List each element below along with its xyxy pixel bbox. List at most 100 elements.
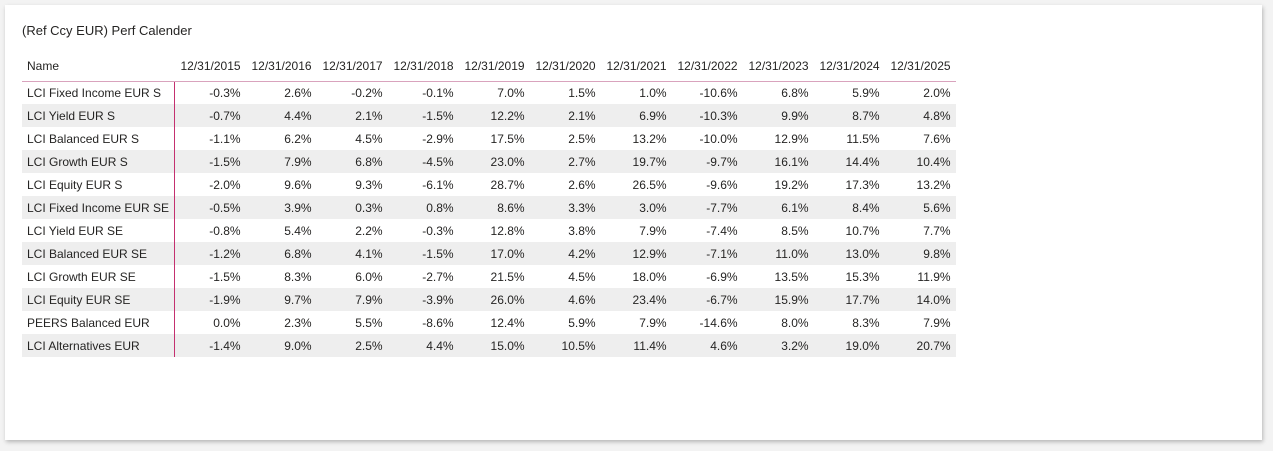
- cell-value: -0.1%: [422, 85, 454, 100]
- cell-value: 12.2%: [458, 104, 530, 127]
- cell-value: 7.9%: [316, 288, 388, 311]
- cell-value: -6.9%: [706, 269, 738, 284]
- cell-value: -10.0%: [699, 131, 738, 146]
- cell-value: 10.7%: [845, 223, 880, 238]
- cell-value: 7.9%: [639, 223, 667, 238]
- column-header: 12/31/2016: [245, 51, 317, 82]
- cell-value: -6.1%: [422, 177, 454, 192]
- cell-value: 7.0%: [497, 85, 525, 100]
- cell-value: 19.2%: [774, 177, 809, 192]
- cell-value: 4.8%: [884, 104, 956, 127]
- cell-value: -7.7%: [671, 196, 743, 219]
- column-header: 12/31/2024: [813, 51, 885, 82]
- table-row: LCI Yield EUR S -0.7% 4.4% 2.1% -1.5% 12.2% 2.…: [22, 104, 956, 127]
- cell-value: 4.6%: [671, 334, 743, 357]
- cell-value: 26.5%: [632, 177, 667, 192]
- cell-value: 2.0%: [923, 85, 951, 100]
- row-name: LCI Growth EUR S: [22, 150, 176, 173]
- cell-value: -1.5%: [174, 150, 246, 173]
- cell-value: 10.5%: [529, 334, 601, 357]
- table-row: LCI Balanced EUR SE -1.2% 6.8% 4.1% -1.5% 17.…: [22, 242, 956, 265]
- cell-value: 4.4%: [245, 104, 317, 127]
- cell-value: -10.3%: [671, 104, 743, 127]
- cell-value: 17.5%: [490, 131, 525, 146]
- cell-value: 8.6%: [458, 196, 530, 219]
- cell-value: 9.6%: [284, 177, 312, 192]
- column-header: 12/31/2022: [671, 51, 743, 82]
- cell-value: 7.7%: [923, 223, 951, 238]
- cell-value: 7.9%: [923, 315, 951, 330]
- visual-title: (Ref Ccy EUR) Perf Calender: [22, 23, 192, 38]
- cell-value: 9.0%: [245, 334, 317, 357]
- cell-value: 23.4%: [600, 288, 672, 311]
- cell-value: 3.0%: [600, 196, 672, 219]
- column-header: 12/31/2017: [316, 51, 388, 82]
- cell-value: 2.5%: [316, 334, 388, 357]
- cell-value: -10.6%: [699, 85, 738, 100]
- table-row: LCI Alternatives EUR -1.4% 9.0% 2.5% 4.4% 15.…: [22, 334, 956, 357]
- table-row: LCI Equity EUR S -2.0% 9.6% 9.3% -6.1% 28.7% 2…: [22, 173, 956, 196]
- cell-value: 6.2%: [284, 131, 312, 146]
- row-name: LCI Fixed Income EUR S: [22, 81, 176, 104]
- cell-value: 5.5%: [355, 315, 383, 330]
- cell-value: 2.1%: [529, 104, 601, 127]
- cell-value: 20.7%: [884, 334, 956, 357]
- cell-value: 13.2%: [632, 131, 667, 146]
- cell-value: 11.4%: [600, 334, 672, 357]
- cell-value: 0.3%: [316, 196, 388, 219]
- cell-value: 8.3%: [284, 269, 312, 284]
- cell-value: -7.1%: [671, 242, 743, 265]
- cell-value: 0.0%: [213, 315, 241, 330]
- row-name: LCI Balanced EUR SE: [22, 242, 176, 265]
- cell-value: 15.3%: [845, 269, 880, 284]
- cell-value: 2.2%: [355, 223, 383, 238]
- cell-value: 2.7%: [529, 150, 601, 173]
- cell-value: 6.1%: [742, 196, 814, 219]
- cell-value: -0.5%: [174, 196, 246, 219]
- cell-value: 3.8%: [568, 223, 596, 238]
- row-name: LCI Balanced EUR S: [22, 127, 176, 150]
- cell-value: 11.0%: [742, 242, 814, 265]
- cell-value: 12.4%: [490, 315, 525, 330]
- cell-value: -1.4%: [174, 334, 246, 357]
- cell-value: 14.0%: [884, 288, 956, 311]
- cell-value: -6.7%: [671, 288, 743, 311]
- cell-value: -0.2%: [351, 85, 383, 100]
- cell-value: 1.0%: [639, 85, 667, 100]
- cell-value: -2.9%: [422, 131, 454, 146]
- table-row: LCI Fixed Income EUR SE -0.5% 3.9% 0.3% 0.8%…: [22, 196, 956, 219]
- column-header: 12/31/2023: [742, 51, 814, 82]
- cell-value: 8.4%: [813, 196, 885, 219]
- cell-value: 0.8%: [387, 196, 459, 219]
- cell-value: -1.9%: [174, 288, 246, 311]
- cell-value: 12.9%: [600, 242, 672, 265]
- cell-value: 19.0%: [813, 334, 885, 357]
- cell-value: 18.0%: [632, 269, 667, 284]
- cell-value: 5.9%: [568, 315, 596, 330]
- cell-value: 4.6%: [529, 288, 601, 311]
- table-row: LCI Equity EUR SE -1.9% 9.7% 7.9% -3.9% 26.0%…: [22, 288, 956, 311]
- table-row: LCI Growth EUR SE -1.5% 8.3% 6.0% -2.7% 21.5%…: [22, 265, 956, 288]
- cell-value: 4.1%: [316, 242, 388, 265]
- row-name: LCI Yield EUR SE: [22, 219, 176, 242]
- cell-value: 13.0%: [813, 242, 885, 265]
- cell-value: -8.6%: [422, 315, 454, 330]
- cell-value: 9.8%: [884, 242, 956, 265]
- cell-value: -1.5%: [209, 269, 241, 284]
- cell-value: 6.8%: [316, 150, 388, 173]
- column-header: 12/31/2021: [600, 51, 672, 82]
- cell-value: 26.0%: [458, 288, 530, 311]
- cell-value: 7.9%: [245, 150, 317, 173]
- cell-value: 4.4%: [387, 334, 459, 357]
- table-row: LCI Fixed Income EUR S -0.3% 2.6% -0.2% -0.1…: [22, 81, 956, 104]
- cell-value: -4.5%: [387, 150, 459, 173]
- cell-value: -0.7%: [174, 104, 246, 127]
- cell-value: 2.6%: [284, 85, 312, 100]
- table-row: LCI Balanced EUR S -1.1% 6.2% 4.5% -2.9% 17.5…: [22, 127, 956, 150]
- cell-value: 2.3%: [284, 315, 312, 330]
- row-name: LCI Growth EUR SE: [22, 265, 176, 288]
- cell-value: 9.7%: [245, 288, 317, 311]
- cell-value: 12.9%: [774, 131, 809, 146]
- header-row: Name 12/31/2015 12/31/2016 12/31/2017 12/31/…: [22, 51, 956, 82]
- row-name: LCI Equity EUR S: [22, 173, 176, 196]
